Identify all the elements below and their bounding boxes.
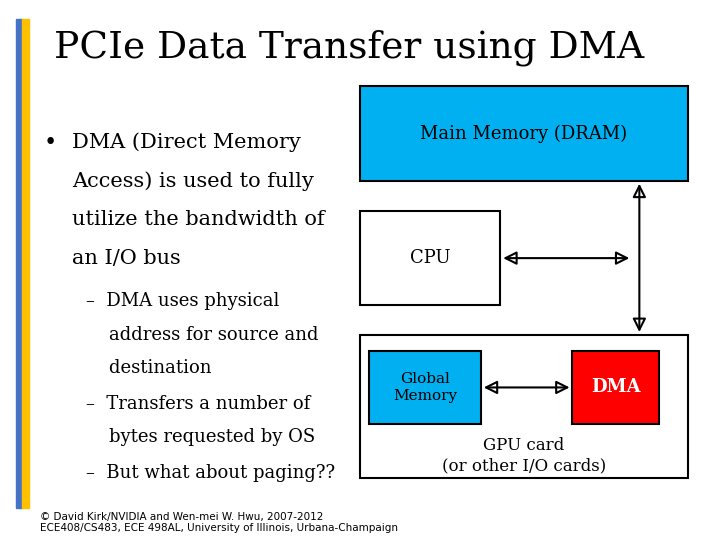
Text: DMA (Direct Memory: DMA (Direct Memory (72, 132, 301, 152)
Text: CPU: CPU (410, 249, 451, 267)
Text: utilize the bandwidth of: utilize the bandwidth of (72, 210, 325, 229)
Bar (22, 19, 29, 508)
Text: •: • (43, 132, 56, 154)
Text: bytes requested by OS: bytes requested by OS (86, 428, 315, 446)
Text: Main Memory (DRAM): Main Memory (DRAM) (420, 125, 627, 143)
Bar (360, 335, 688, 478)
Text: –  But what about paging??: – But what about paging?? (86, 464, 336, 482)
Text: Access) is used to fully: Access) is used to fully (72, 171, 314, 191)
Text: –  DMA uses physical: – DMA uses physical (86, 292, 280, 310)
Text: ECE408/CS483, ECE 498AL, University of Illinois, Urbana-Champaign: ECE408/CS483, ECE 498AL, University of I… (40, 523, 397, 533)
Text: an I/O bus: an I/O bus (72, 249, 181, 268)
Bar (369, 351, 481, 424)
Bar (16, 19, 22, 508)
Text: GPU card
(or other I/O cards): GPU card (or other I/O cards) (441, 437, 606, 474)
Bar (360, 211, 500, 305)
Text: –  Transfers a number of: – Transfers a number of (86, 395, 310, 413)
Text: © David Kirk/NVIDIA and Wen-mei W. Hwu, 2007-2012: © David Kirk/NVIDIA and Wen-mei W. Hwu, … (40, 512, 323, 522)
Text: DMA: DMA (591, 379, 640, 396)
Bar (572, 351, 659, 424)
Text: PCIe Data Transfer using DMA: PCIe Data Transfer using DMA (54, 30, 644, 66)
Text: destination: destination (86, 359, 212, 377)
Bar (360, 86, 688, 181)
Text: Global
Memory: Global Memory (393, 373, 457, 402)
Text: address for source and: address for source and (86, 326, 319, 343)
